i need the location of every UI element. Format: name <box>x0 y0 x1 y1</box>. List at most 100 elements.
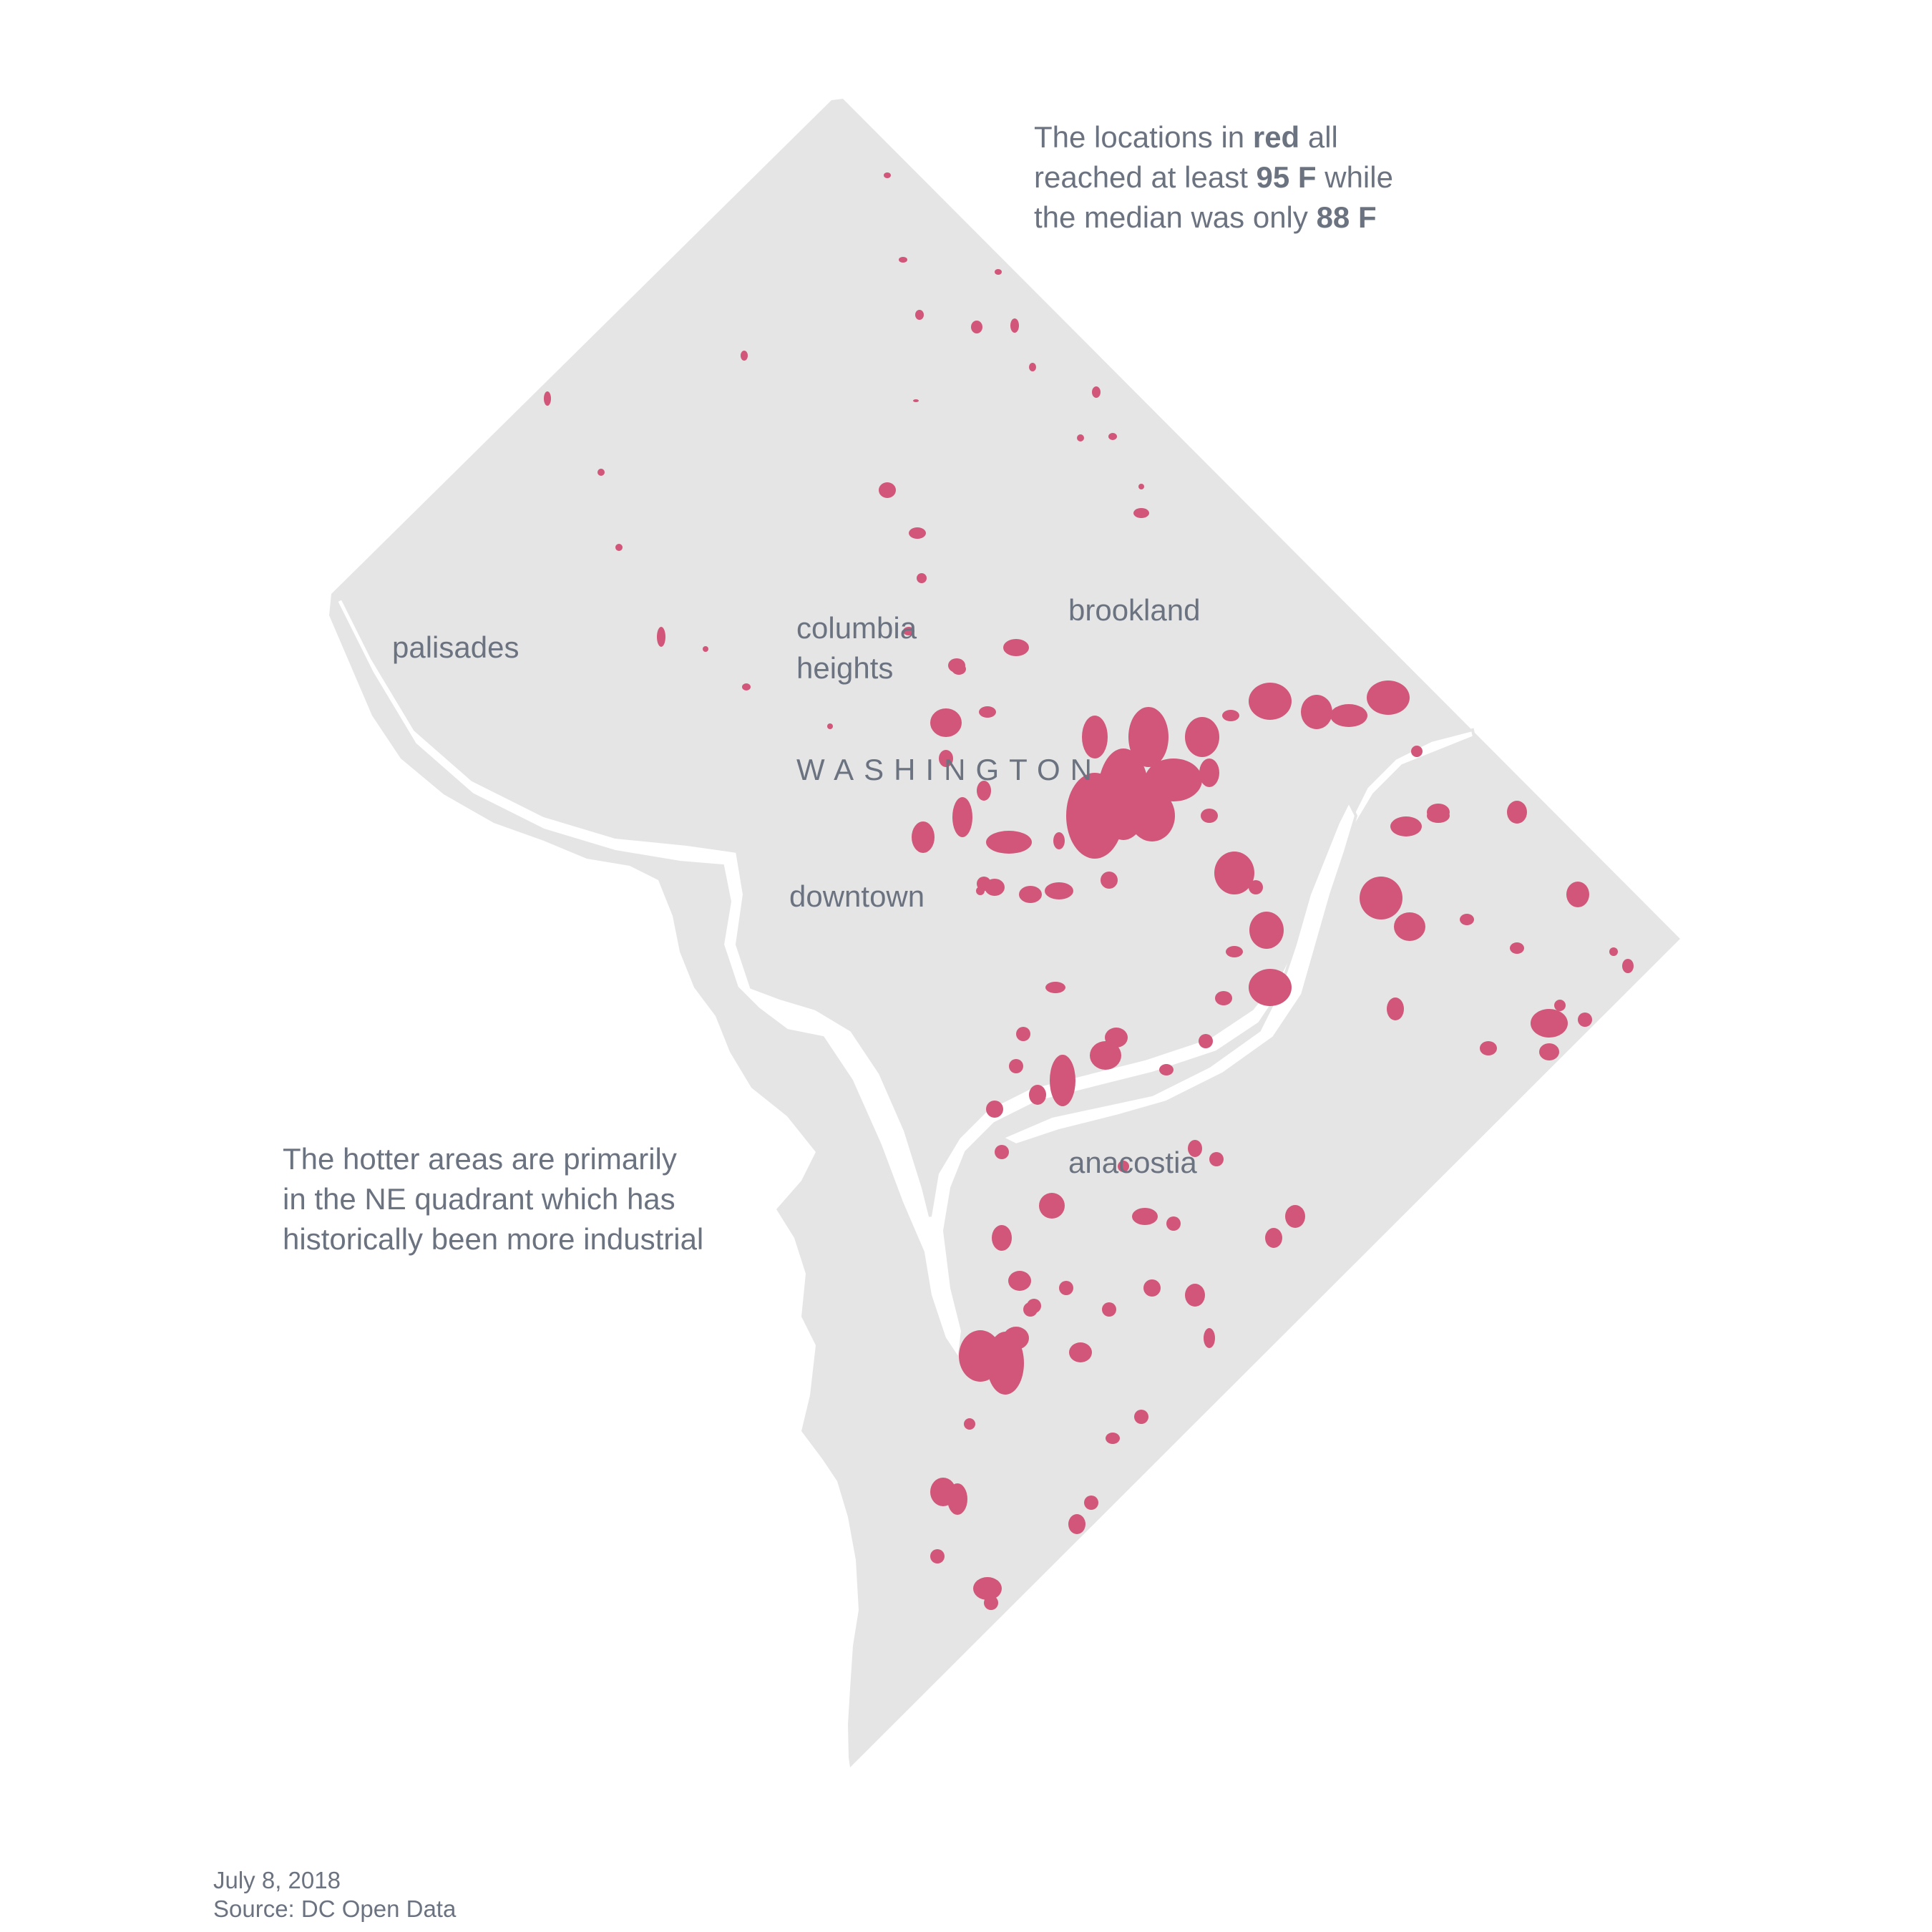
hot-area-blob <box>917 573 927 583</box>
hot-area-blob <box>1265 1228 1282 1248</box>
hot-area-blob <box>1390 816 1422 836</box>
hot-area-blob <box>899 257 907 263</box>
footer: July 8, 2018 Source: DC Open Data <box>213 1866 456 1923</box>
hot-area-blob <box>1204 1328 1215 1348</box>
annotation-top-line3: the median was only 88 F <box>1034 197 1393 238</box>
hot-area-blob <box>973 1577 1002 1600</box>
annotation-bold-88: 88 F <box>1316 200 1377 234</box>
hot-area-blob <box>544 391 551 406</box>
hot-area-blob <box>1019 886 1042 903</box>
hot-area-blob <box>1507 801 1527 824</box>
hot-area-blob <box>1082 716 1108 758</box>
hot-area-blob <box>1045 982 1065 993</box>
hot-area-blob <box>1249 880 1263 894</box>
hot-area-blob <box>1578 1013 1592 1027</box>
hot-area-blob <box>948 658 965 673</box>
hot-area-blob <box>1039 1193 1065 1219</box>
hot-area-blob <box>952 797 972 837</box>
hot-area-blob <box>1215 991 1232 1005</box>
place-columbia-line2: heights <box>796 651 894 685</box>
hot-area-blob <box>987 1332 1024 1395</box>
hot-area-blob <box>657 627 665 647</box>
hot-area-blob <box>1027 1299 1041 1313</box>
hot-area-blob <box>703 646 708 652</box>
hot-area-blob <box>1166 1216 1181 1231</box>
hot-area-blob <box>1084 1496 1098 1510</box>
hot-area-blob <box>1009 1059 1023 1073</box>
hot-area-blob <box>1566 882 1589 907</box>
hot-area-blob <box>1029 363 1036 371</box>
annotation-bold-95: 95 F <box>1256 160 1317 194</box>
hot-area-blob <box>1411 746 1423 757</box>
dc-land-area <box>329 99 1680 1767</box>
hot-area-blob <box>1143 1279 1161 1297</box>
hot-area-blob <box>984 1596 998 1610</box>
hot-area-blob <box>1132 1208 1158 1225</box>
hot-area-blob <box>1539 1043 1559 1060</box>
hot-area-blob <box>1050 1055 1075 1106</box>
hot-area-blob <box>903 627 914 635</box>
hot-area-blob <box>992 1225 1012 1251</box>
place-brookland: brookland <box>1068 593 1201 627</box>
hot-area-blob <box>1510 942 1524 954</box>
annotation-text: the median was only <box>1034 200 1317 234</box>
hot-area-blob <box>1249 683 1292 720</box>
hot-area-blob <box>1101 872 1118 889</box>
hot-area-blob <box>1199 1034 1213 1048</box>
anacostia-river <box>998 798 1358 1147</box>
hot-area-blob <box>1209 1152 1224 1166</box>
footer-source: Source: DC Open Data <box>213 1896 457 1922</box>
hot-area-blob <box>1138 484 1144 489</box>
hot-area-blob <box>1226 946 1243 957</box>
hot-area-blob <box>879 482 896 498</box>
hot-area-blob <box>1188 1140 1202 1157</box>
hot-area-blob <box>1102 1302 1116 1317</box>
hot-area-blob <box>1622 959 1634 973</box>
hot-area-blob <box>1301 695 1332 729</box>
hot-area-blob <box>1159 1064 1174 1075</box>
hot-area-blob <box>597 469 605 476</box>
hot-area-blob <box>1185 717 1219 757</box>
hot-area-blob <box>1460 914 1474 925</box>
hot-area-blob <box>1059 1281 1073 1295</box>
hot-area-blob <box>1133 508 1149 518</box>
hot-area-blob <box>1199 758 1219 787</box>
place-downtown: downtown <box>789 879 925 913</box>
hot-area-blob <box>909 527 926 539</box>
hot-area-blob <box>1531 1009 1568 1038</box>
hot-area-blob <box>947 1483 967 1515</box>
hot-area-blob <box>986 831 1032 854</box>
hot-area-blob <box>964 1418 975 1430</box>
hot-area-blob <box>742 683 751 691</box>
hot-area-blob <box>1106 1433 1120 1444</box>
annotation-bold-red: red <box>1252 120 1300 154</box>
annotation-text: while <box>1316 160 1393 194</box>
place-palisades: palisades <box>392 630 519 664</box>
hot-area-blob <box>977 781 991 801</box>
hot-area-blob <box>1129 790 1175 841</box>
place-columbia-heights: columbia heights <box>796 608 917 688</box>
hot-area-blob <box>939 750 953 767</box>
annotation-top-line1: The locations in red all <box>1034 117 1393 157</box>
hot-area-blob <box>1008 1271 1031 1291</box>
hot-area-blob <box>884 172 891 178</box>
hot-area-blob <box>995 1145 1009 1159</box>
hot-area-blob <box>1480 1041 1497 1055</box>
footer-date: July 8, 2018 <box>213 1867 341 1893</box>
annotation-bottom-line2: in the NE quadrant which has <box>283 1182 675 1216</box>
hot-area-blob <box>741 351 748 361</box>
hot-area-blob <box>1010 318 1019 333</box>
hot-area-blob <box>1045 882 1073 899</box>
hot-area-blob <box>912 821 935 853</box>
place-washington: WASHINGTON <box>796 753 1103 786</box>
annotation-text: all <box>1299 120 1338 154</box>
hot-area-blob <box>1214 852 1254 894</box>
hot-area-blob <box>1145 758 1202 801</box>
hot-area-blob <box>971 321 982 333</box>
annotation-bottom-line1: The hotter areas are primarily <box>283 1142 677 1176</box>
annotation-bottom: The hotter areas are primarily in the NE… <box>283 1139 703 1259</box>
hot-area-blob <box>1554 1000 1566 1011</box>
hot-area-blob <box>615 544 623 551</box>
hot-area-blob <box>827 723 833 729</box>
